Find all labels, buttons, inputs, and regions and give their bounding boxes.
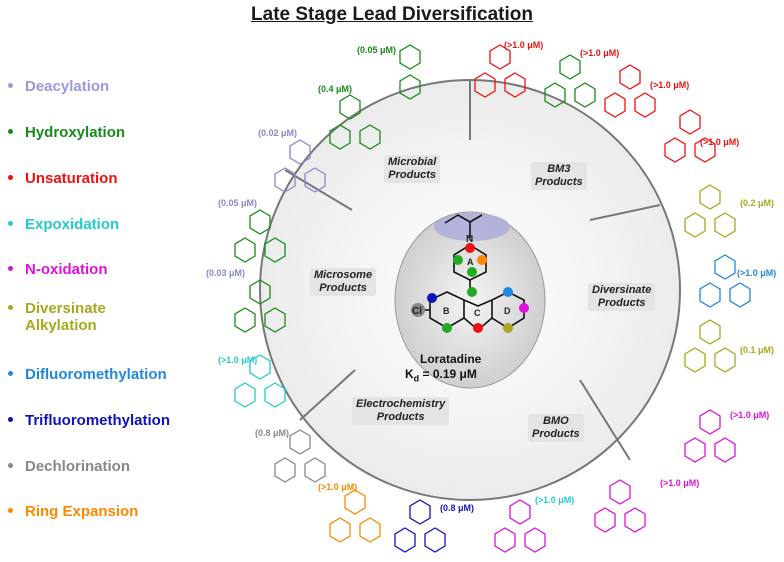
bullet-icon	[8, 220, 13, 226]
region-electrochemistry: Electrochemistry Products	[352, 397, 450, 425]
value-label: (0.1 μM)	[740, 345, 775, 355]
value-label: (>1.0 μM)	[504, 40, 544, 50]
legend-item-difluoromethylation: Difluoromethylation	[8, 366, 167, 383]
legend-item-trifluoromethylation: Trifluoromethylation	[8, 412, 170, 429]
region-label: Products	[535, 176, 583, 188]
legend-label: Trifluoromethylation	[25, 412, 171, 429]
value-label: (0.8 μM)	[255, 428, 290, 438]
ring-a-label: A	[467, 257, 474, 267]
value-label: (>1.0 μM)	[700, 137, 740, 147]
legend-label: Diversinate	[25, 300, 106, 317]
legend-label: Expoxidation	[25, 216, 120, 233]
region-label: Products	[376, 411, 425, 423]
bullet-icon	[8, 128, 13, 134]
product-structures	[234, 44, 751, 553]
legend-item-unsaturation: Unsaturation	[8, 170, 118, 187]
region-microsome: Microsome Products	[310, 268, 377, 296]
kd-prefix: K	[405, 367, 414, 381]
legend-label: Deacylation	[25, 78, 110, 95]
legend-label: N-oxidation	[25, 261, 108, 278]
legend-item-dechlorination: Dechlorination	[8, 458, 130, 475]
compound-kd: Kd = 0.19 μM	[405, 367, 477, 383]
site-markers	[411, 243, 529, 333]
legend-label: Hydroxylation	[25, 124, 126, 141]
region-label: Microbial	[388, 156, 437, 168]
page-title: Late Stage Lead Diversification	[251, 4, 533, 25]
compound-name: Loratadine	[420, 352, 482, 366]
legend-label: Ring Expansion	[25, 503, 139, 520]
kd-value: = 0.19 μM	[419, 367, 477, 381]
region-label: Products	[597, 297, 646, 309]
value-label: (0.03 μM)	[206, 268, 246, 278]
region-label: Products	[532, 428, 580, 440]
region-bm3: BM3 Products	[531, 162, 587, 190]
value-label: (0.05 μM)	[218, 198, 258, 208]
region-label: Diversinate	[592, 284, 652, 296]
value-label: (0.2 μM)	[740, 198, 775, 208]
value-label: (>1.0 μM)	[318, 482, 358, 492]
legend-item-n-oxidation: N-oxidation	[8, 261, 108, 278]
value-label: (>1.0 μM)	[580, 48, 620, 58]
ring-b-label: B	[443, 306, 450, 316]
legend-item-epoxidation: Expoxidation	[8, 216, 119, 233]
bullet-icon	[8, 174, 13, 180]
region-bmo: BMO Products	[528, 414, 584, 442]
bullet-icon	[8, 370, 13, 376]
value-label: (>1.0 μM)	[730, 410, 770, 420]
region-label: Electrochemistry	[356, 398, 446, 410]
bullet-icon	[8, 507, 13, 513]
value-label: (>1.0 μM)	[660, 478, 700, 488]
region-microbial: Microbial Products	[384, 155, 441, 183]
region-label: Products	[319, 282, 367, 294]
center-circle	[394, 211, 546, 389]
region-diversinate: Diversinate Products	[588, 283, 656, 311]
bullet-icon	[8, 82, 13, 88]
region-label: Products	[388, 169, 436, 181]
value-label: (0.02 μM)	[258, 128, 298, 138]
legend-label: Dechlorination	[25, 458, 131, 475]
value-label: (0.8 μM)	[440, 503, 475, 513]
legend-label: Unsaturation	[25, 170, 118, 187]
ring-d-label: D	[504, 306, 511, 316]
region-label: BM3	[547, 163, 571, 175]
bullet-icon	[8, 416, 13, 422]
value-label: (>1.0 μM)	[737, 268, 777, 278]
bullet-icon	[8, 265, 13, 271]
ester-highlight	[434, 213, 510, 241]
bullet-icon	[8, 462, 13, 468]
ring-c-label: C	[474, 308, 481, 318]
legend-item-ring-expansion: Ring Expansion	[8, 503, 138, 520]
legend-item-deacylation: Deacylation	[8, 78, 109, 95]
region-label: Microsome	[314, 269, 373, 281]
value-label: (0.4 μM)	[318, 84, 353, 94]
cl-label: Cl	[412, 306, 422, 317]
legend-label-line2: Alkylation	[25, 317, 97, 334]
value-label: (>1.0 μM)	[650, 80, 690, 90]
value-label: (>1.0 μM)	[535, 495, 575, 505]
region-label: BMO	[543, 415, 569, 427]
legend-item-diversinate-alkylation: Diversinate Alkylation	[8, 300, 106, 334]
legend-item-hydroxylation: Hydroxylation	[8, 124, 125, 141]
value-label: (>1.0 μM)	[218, 355, 258, 365]
kd-subscript: d	[413, 373, 420, 384]
legend-label: Difluoromethylation	[25, 366, 167, 383]
n-label: N	[466, 234, 473, 245]
value-label: (0.05 μM)	[357, 45, 397, 55]
bullet-icon	[8, 304, 13, 310]
